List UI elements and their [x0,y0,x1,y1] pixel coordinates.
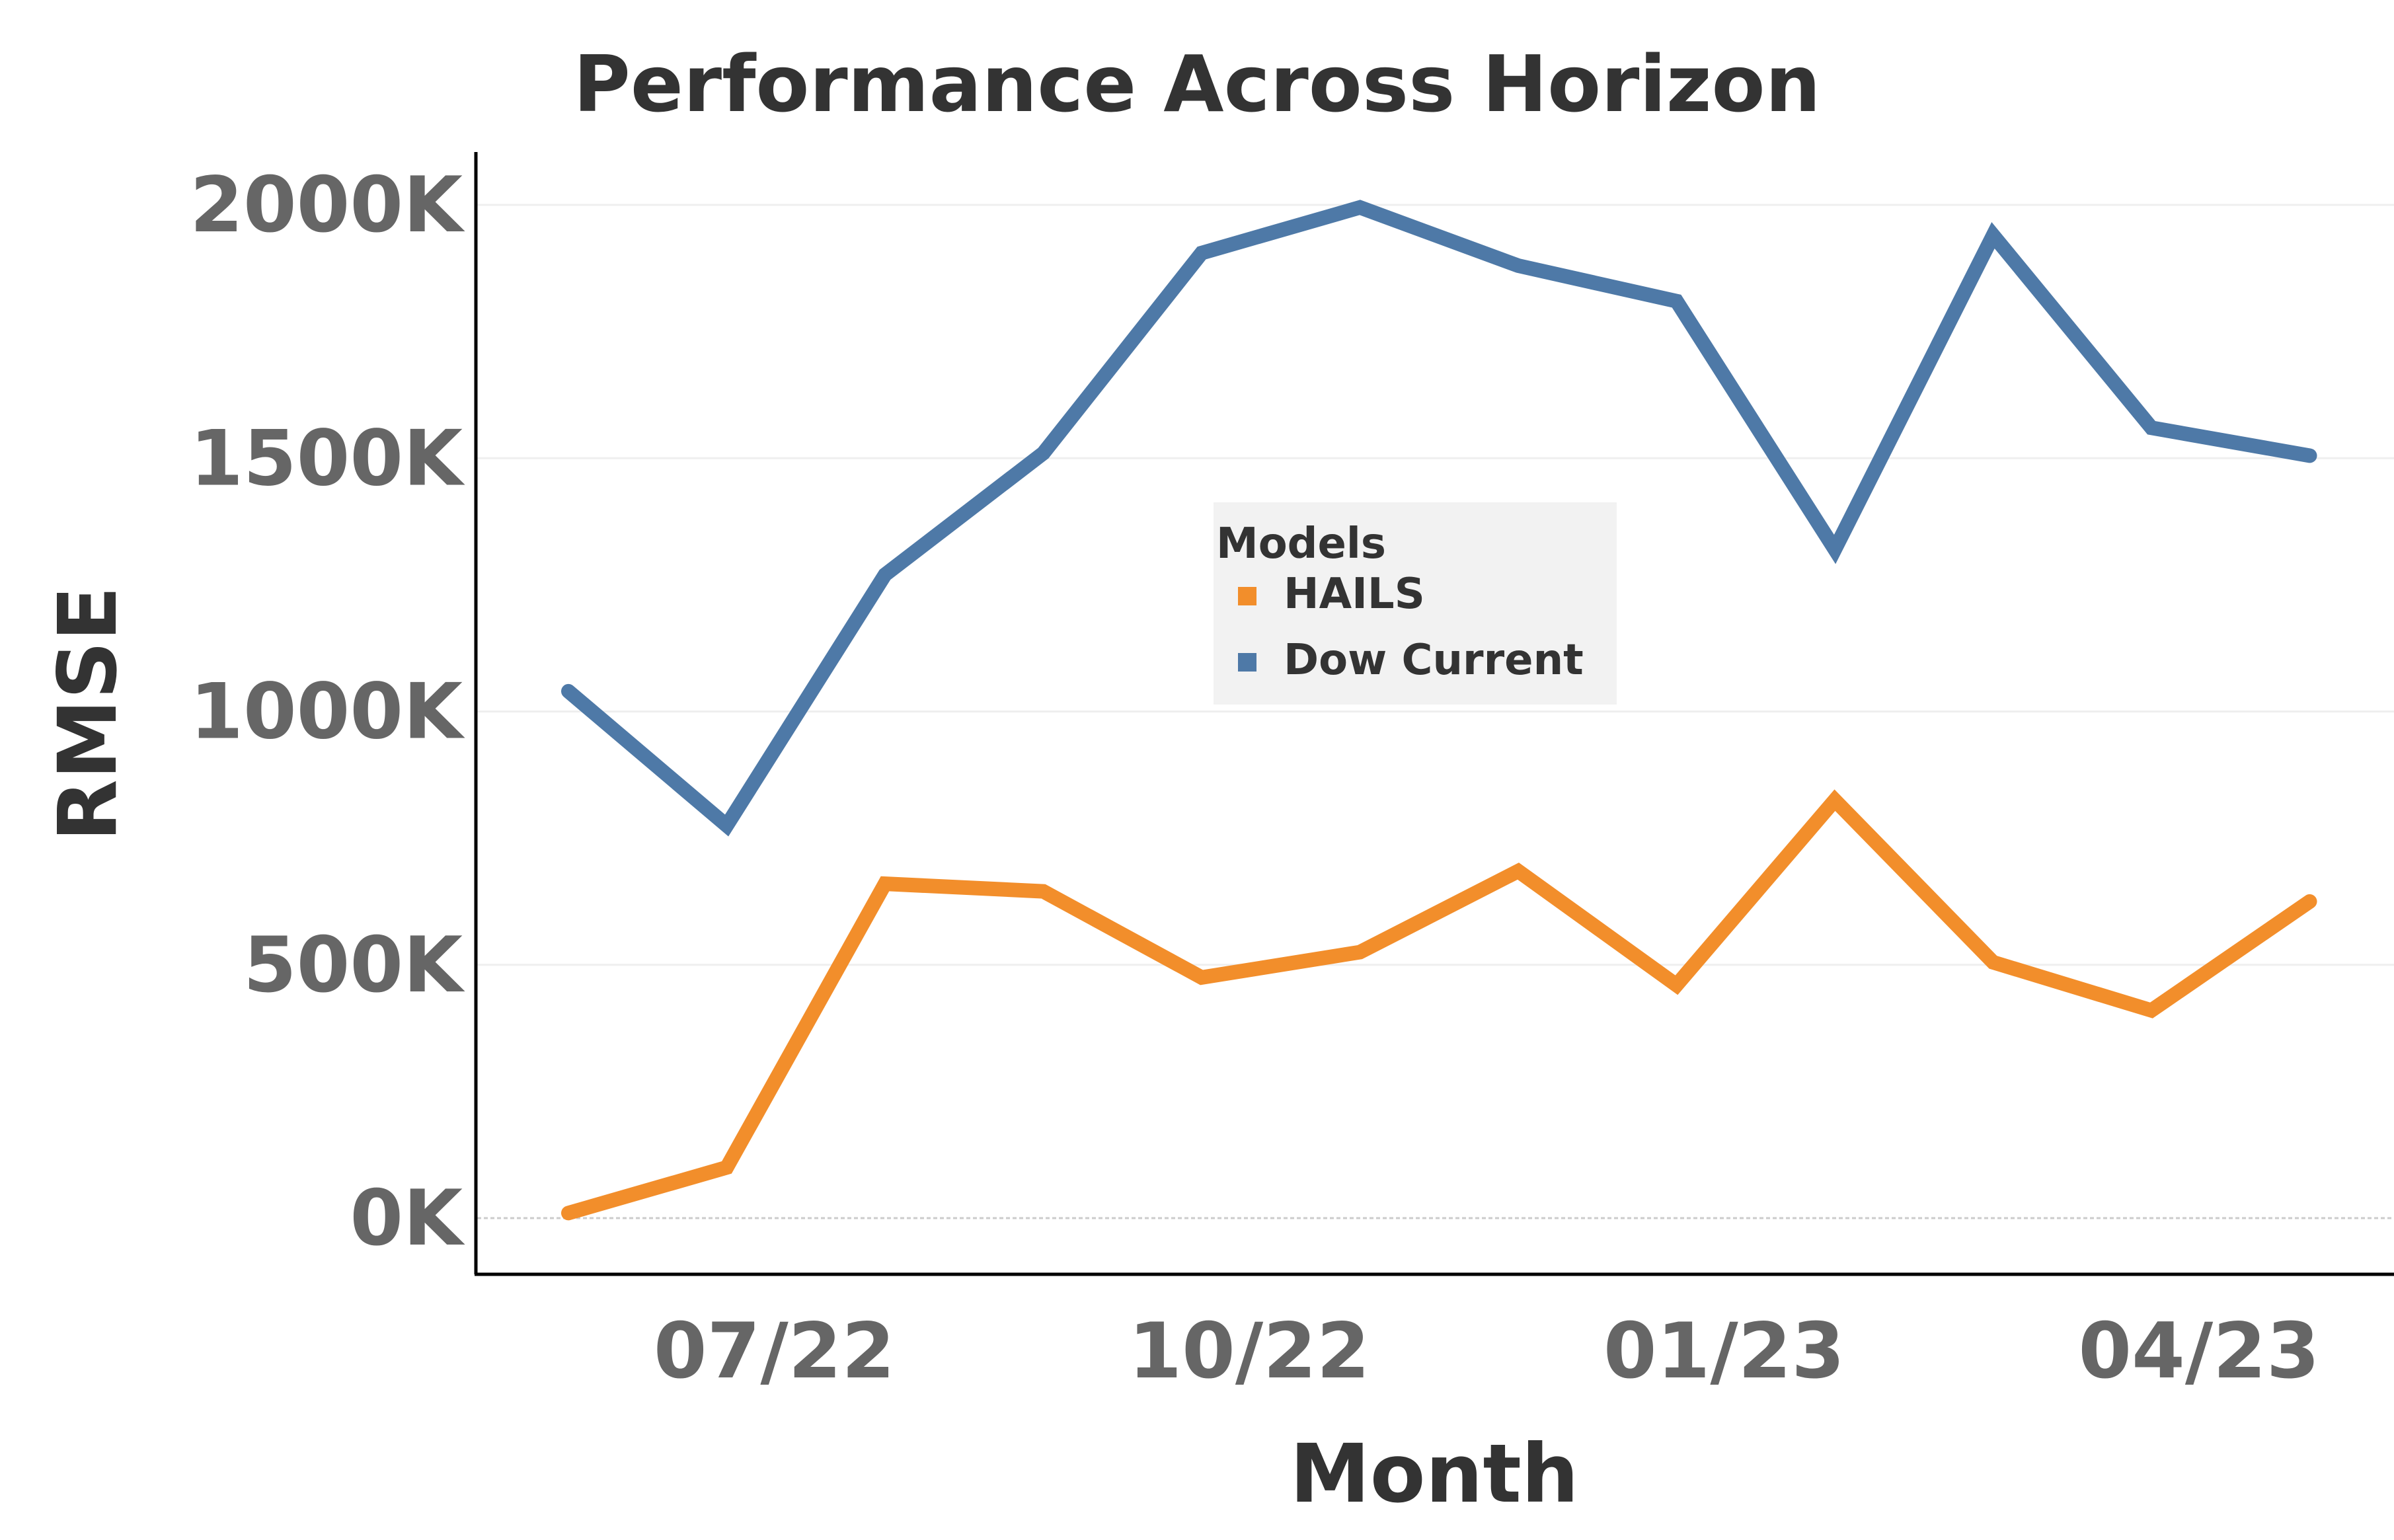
x-tick-labels: 07/22 10/22 01/23 04/23 [654,1307,2320,1396]
legend: Models HAILS Dow Current [1214,502,1617,705]
legend-background [1214,502,1617,705]
series-lines [561,200,2317,1221]
series-line-dow-current [561,200,2317,837]
x-tick-label: 10/22 [1128,1307,1370,1396]
y-tick-label: 1000K [190,668,465,757]
x-axis-label: Month [1290,1427,1578,1521]
y-axis-label: RMSE [41,586,135,842]
y-tick-label: 2000K [190,161,465,250]
chart-title: Performance Across Horizon [573,38,1820,130]
series-line-hails [561,789,2317,1221]
gridlines [477,204,2394,1219]
y-tick-label: 1500K [190,414,465,503]
legend-swatch [1238,653,1256,672]
y-tick-labels: 0K 500K 1000K 1500K 2000K [190,161,465,1263]
legend-label: HAILS [1284,570,1425,619]
x-tick-label: 07/22 [654,1307,895,1396]
legend-swatch [1238,587,1256,605]
legend-title: Models [1216,520,1386,568]
x-tick-label: 01/23 [1603,1307,1845,1396]
legend-items: HAILS Dow Current [1238,570,1584,685]
y-tick-label: 500K [243,921,465,1010]
y-tick-label: 0K [350,1174,465,1263]
x-tick-label: 04/23 [2078,1307,2319,1396]
legend-label: Dow Current [1284,636,1584,685]
